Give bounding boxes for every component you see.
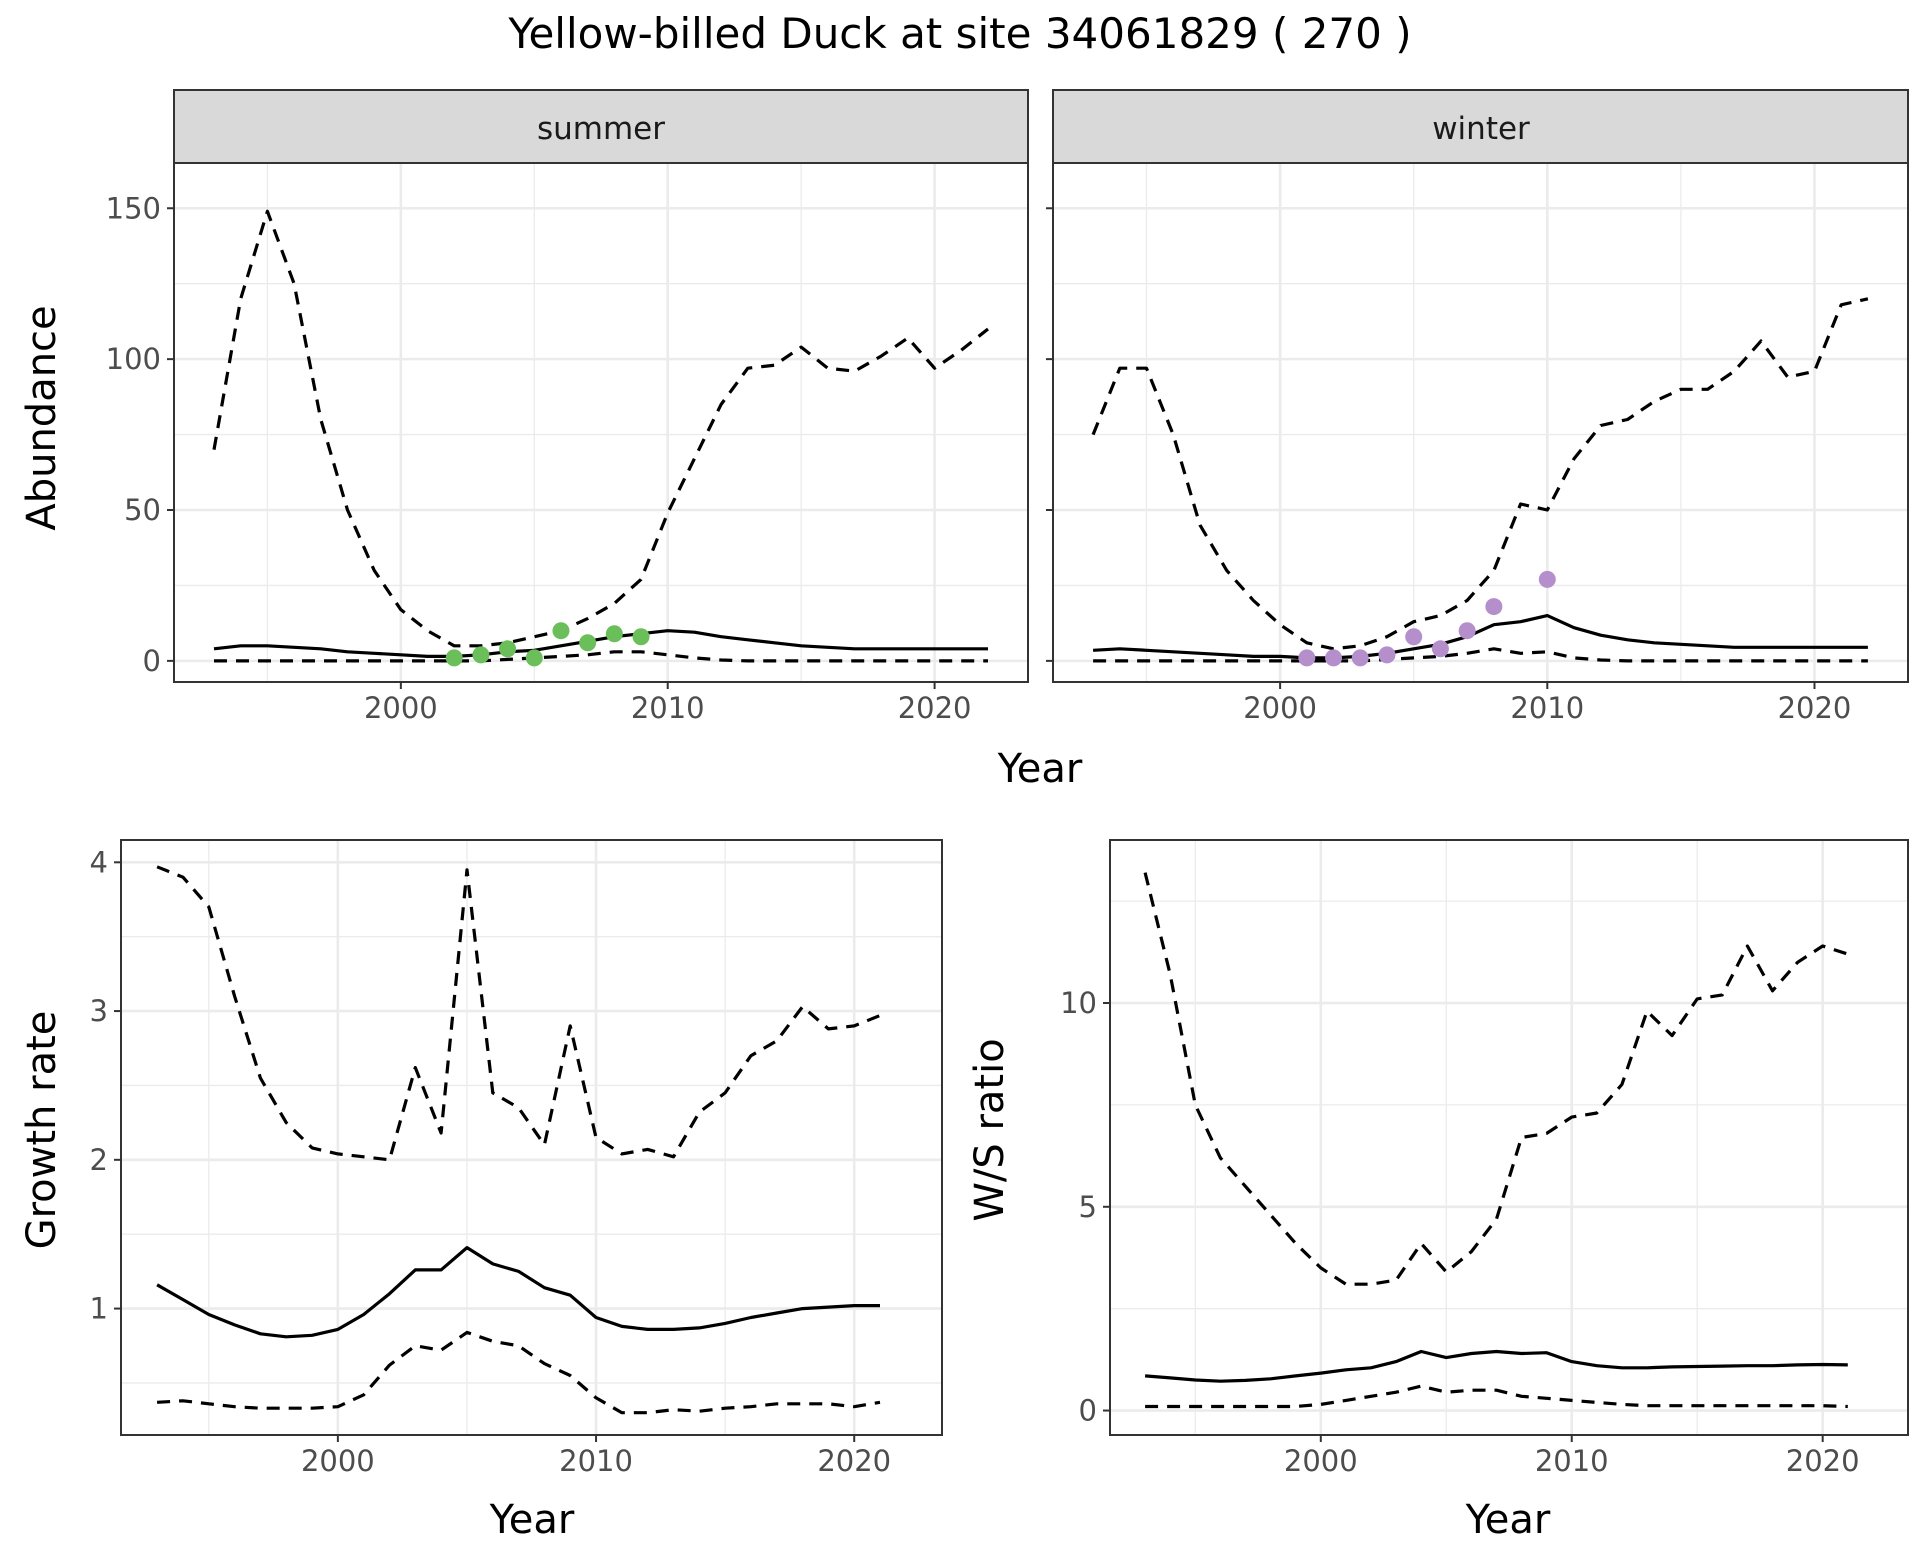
x-tick-label: 2020 — [817, 1444, 891, 1478]
lower-bound-line-winter — [1093, 647, 1868, 663]
x-tick-label: 2010 — [1510, 691, 1584, 725]
y-tick-label: 5 — [1079, 1190, 1097, 1224]
y-tick-label: 0 — [1079, 1394, 1097, 1428]
data-point — [445, 649, 463, 667]
panel-border-ws — [1109, 839, 1909, 1436]
x-tick-label: 2010 — [1535, 1444, 1609, 1478]
x-tick-label: 2000 — [364, 691, 438, 725]
y-tick-label: 3 — [90, 994, 108, 1028]
gridlines-growth — [121, 840, 942, 1435]
data-point — [1378, 646, 1396, 664]
gridlines-ws — [1110, 840, 1908, 1435]
data-point — [1405, 628, 1423, 646]
y-tick-label: 100 — [106, 342, 161, 376]
x-tick-label: 2020 — [898, 691, 972, 725]
data-point — [552, 622, 570, 640]
figure-title: Yellow-billed Duck at site 34061829 ( 27… — [507, 9, 1411, 58]
y-axis-label-ws: W/S ratio — [967, 1038, 1013, 1221]
plot-background-winter — [1053, 163, 1908, 682]
data-point — [1458, 622, 1476, 640]
x-tick-label: 2020 — [1786, 1444, 1860, 1478]
panel-summer: 2000 2010 2020 0 50 100 150 — [106, 89, 1029, 725]
x-tick-label: 2000 — [1243, 691, 1317, 725]
x-axis-label-growth: Year — [489, 1497, 575, 1543]
plot-background-summer — [174, 163, 1028, 682]
facet-strip-summer — [173, 89, 1029, 164]
data-point — [472, 646, 490, 664]
panel-ws: 2000 2010 2020 0 5 10 — [1060, 839, 1909, 1478]
y-axis-label-abundance: Abundance — [19, 305, 65, 530]
x-tick-label: 2000 — [301, 1444, 375, 1478]
data-point — [579, 634, 597, 652]
data-point — [1485, 598, 1503, 616]
data-point — [1325, 649, 1343, 667]
y-tick-label: 1 — [90, 1292, 108, 1326]
data-point — [1538, 570, 1556, 588]
facet-strip-winter — [1052, 89, 1909, 164]
data-point — [525, 649, 543, 667]
lower-bound-line-ws — [1145, 1384, 1848, 1409]
estimate-line-summer — [213, 629, 988, 659]
facet-strip-label-winter: winter — [1432, 111, 1530, 147]
upper-bound-line-ws — [1143, 872, 1849, 1286]
panel-winter: 2000 2010 2020 — [1046, 89, 1909, 725]
data-point — [1298, 649, 1316, 667]
observed-points-summer — [445, 622, 650, 667]
x-tick-label: 2010 — [559, 1444, 633, 1478]
data-point — [499, 640, 517, 658]
x-axis-label-ws: Year — [1465, 1497, 1551, 1543]
x-tick-label: 2020 — [1778, 691, 1852, 725]
x-tick-label: 2000 — [1284, 1444, 1358, 1478]
plot-background-ws — [1110, 840, 1908, 1435]
observed-points-winter — [1298, 570, 1556, 667]
estimate-line-ws — [1144, 1349, 1848, 1383]
estimate-line-growth — [156, 1245, 880, 1339]
y-tick-label: 0 — [143, 644, 161, 678]
panel-growth: 2000 2010 2020 1 2 3 4 — [90, 839, 943, 1478]
x-tick-label: 2010 — [631, 691, 705, 725]
data-point — [632, 628, 650, 646]
upper-bound-line-summer — [212, 209, 989, 648]
lower-bound-line-growth — [157, 1330, 881, 1415]
plot-background-growth — [121, 840, 942, 1435]
upper-bound-line-winter — [1091, 297, 1869, 651]
lower-bound-line-summer — [214, 650, 988, 663]
y-tick-label: 4 — [90, 845, 108, 879]
y-tick-label: 10 — [1060, 986, 1097, 1020]
data-point — [1431, 640, 1449, 658]
facet-strip-label-summer: summer — [537, 111, 665, 147]
data-point — [605, 625, 623, 643]
x-axis-label-top: Year — [997, 746, 1083, 792]
estimate-line-winter — [1093, 613, 1868, 660]
data-point — [1351, 649, 1369, 667]
y-tick-label: 50 — [124, 493, 161, 527]
y-tick-label: 2 — [90, 1143, 108, 1177]
y-axis-label-growth: Growth rate — [19, 1011, 65, 1250]
panel-border-growth — [120, 839, 943, 1436]
y-tick-label: 150 — [106, 191, 161, 225]
